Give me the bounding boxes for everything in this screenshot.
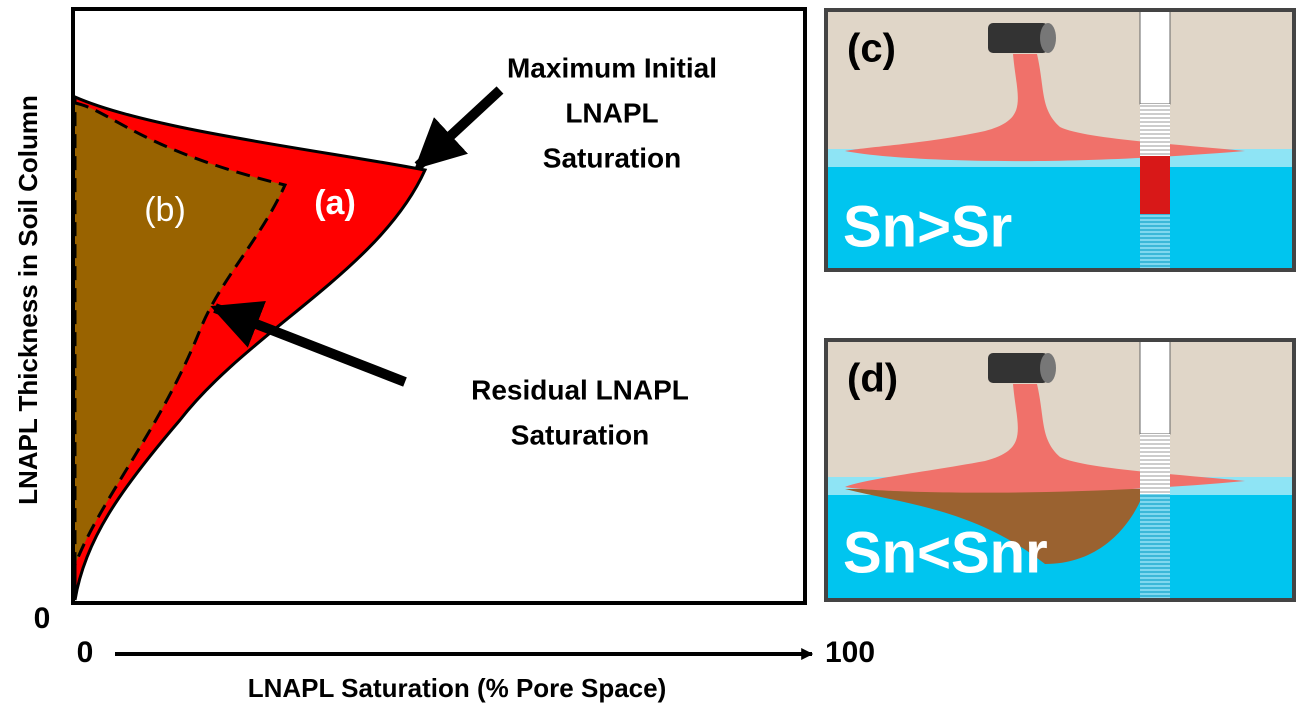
max-annotation: Maximum Initial [507, 52, 717, 83]
residual-annotation: Saturation [511, 419, 649, 450]
panel-d: (d) Sn<Snr [824, 338, 1296, 602]
panel-caption: Sn>Sr [843, 194, 1012, 259]
residual-annotation: Residual LNAPL [471, 374, 689, 405]
x-end-label: 100 [825, 636, 875, 669]
max-annotation: LNAPL [565, 97, 658, 128]
residual-arrow [210, 301, 407, 387]
region-b [73, 101, 288, 566]
panel-label: (d) [847, 357, 898, 401]
region-b-label: (b) [144, 191, 186, 229]
y-origin-label: 0 [34, 602, 51, 635]
panel-caption: Sn<Snr [843, 520, 1048, 585]
panel-label: (c) [847, 27, 896, 71]
max-arrow [414, 86, 504, 170]
y-axis-label: LNAPL Thickness in Soil Column [13, 95, 43, 505]
max-annotation: Saturation [543, 142, 681, 173]
panel-c: (c) Sn>Sr [824, 8, 1296, 272]
x-start-label: 0 [77, 636, 94, 669]
saturation-plot: (a) (b) Maximum Initial LNAPL Saturation… [13, 7, 875, 703]
region-a-label: (a) [314, 184, 356, 222]
x-axis-label: LNAPL Saturation (% Pore Space) [248, 673, 667, 703]
plot-frame [71, 7, 807, 605]
